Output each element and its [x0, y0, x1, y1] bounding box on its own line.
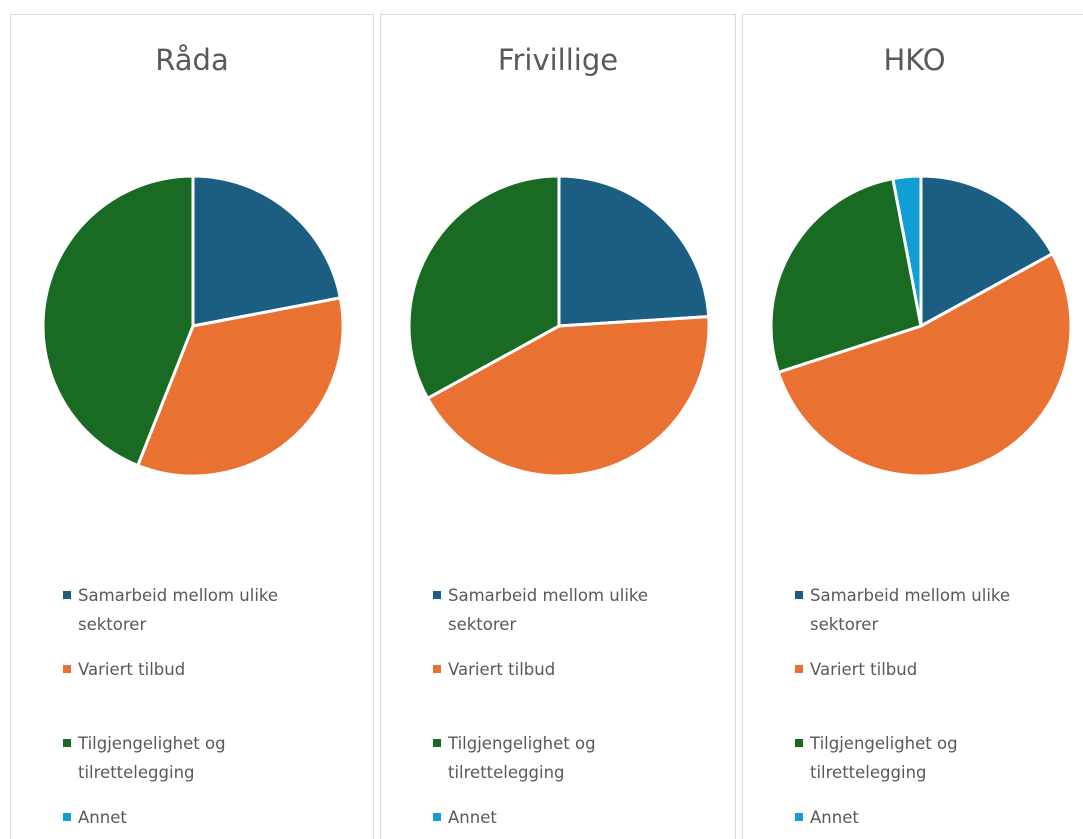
- legend-label: Samarbeid mellom ulike sektorer: [78, 586, 279, 634]
- legend-swatch: [63, 739, 71, 747]
- legend-label: Annet: [810, 808, 859, 827]
- legend: Samarbeid mellom ulike sektorer Variert t…: [433, 581, 703, 839]
- chart-panel: HKO Samarbeid mellom ulike sektorer Varier…: [742, 14, 1083, 839]
- legend-item: Tilgjengelighet og tilrettelegging: [63, 729, 333, 803]
- legend: Samarbeid mellom ulike sektorer Variert t…: [795, 581, 1065, 839]
- legend-label: Tilgjengelighet og tilrettelegging: [810, 734, 958, 782]
- legend-label: Tilgjengelighet og tilrettelegging: [448, 734, 596, 782]
- legend-label: Samarbeid mellom ulike sektorer: [810, 586, 1011, 634]
- legend-item: Annet: [795, 803, 1065, 839]
- legend-swatch: [433, 739, 441, 747]
- legend-label: Tilgjengelighet og tilrettelegging: [78, 734, 226, 782]
- legend-item: Samarbeid mellom ulike sektorer: [63, 581, 333, 655]
- pie-slice: [919, 174, 1054, 328]
- pie-slice: [557, 174, 711, 328]
- legend-swatch: [63, 813, 71, 821]
- legend-label: Variert tilbud: [810, 660, 918, 679]
- pie-slice: [41, 174, 195, 467]
- legend-item: Tilgjengelighet og tilrettelegging: [795, 729, 1065, 803]
- pie-chart: [407, 174, 711, 478]
- legend-label: Variert tilbud: [78, 660, 186, 679]
- chart-title: Frivillige: [497, 43, 619, 77]
- legend-item: Samarbeid mellom ulike sektorer: [795, 581, 1065, 655]
- pie-slice: [776, 252, 1073, 478]
- legend-item: Variert tilbud: [63, 655, 333, 729]
- pie-slice: [891, 174, 923, 328]
- legend-swatch: [433, 591, 441, 599]
- legend-swatch: [433, 665, 441, 673]
- chart-title: Råda: [155, 43, 229, 77]
- legend-swatch: [63, 665, 71, 673]
- chart-panel: Frivillige Samarbeid mellom ulike sektore…: [380, 14, 736, 839]
- pie-slice: [426, 315, 711, 478]
- pie-chart: [769, 174, 1073, 478]
- legend-swatch: [63, 591, 71, 599]
- legend-item: Variert tilbud: [433, 655, 703, 729]
- legend: Samarbeid mellom ulike sektorer Variert t…: [63, 581, 333, 839]
- legend-item: Annet: [63, 803, 333, 839]
- pie-slice: [769, 177, 923, 374]
- pie-chart: [41, 174, 345, 478]
- legend-item: Annet: [433, 803, 703, 839]
- pie-slice: [136, 296, 345, 478]
- legend-item: Variert tilbud: [795, 655, 1065, 729]
- chart-panel: Råda Samarbeid mellom ulike sektorer Varie…: [10, 14, 374, 839]
- legend-swatch: [795, 739, 803, 747]
- legend-swatch: [433, 813, 441, 821]
- legend-label: Annet: [448, 808, 497, 827]
- legend-label: Annet: [78, 808, 127, 827]
- legend-item: Samarbeid mellom ulike sektorer: [433, 581, 703, 655]
- pie-slice: [191, 174, 342, 328]
- legend-item: Tilgjengelighet og tilrettelegging: [433, 729, 703, 803]
- legend-label: Samarbeid mellom ulike sektorer: [448, 586, 649, 634]
- legend-swatch: [795, 813, 803, 821]
- legend-swatch: [795, 591, 803, 599]
- chart-title: HKO: [883, 43, 946, 77]
- legend-swatch: [795, 665, 803, 673]
- pie-slice: [407, 174, 561, 400]
- legend-label: Variert tilbud: [448, 660, 556, 679]
